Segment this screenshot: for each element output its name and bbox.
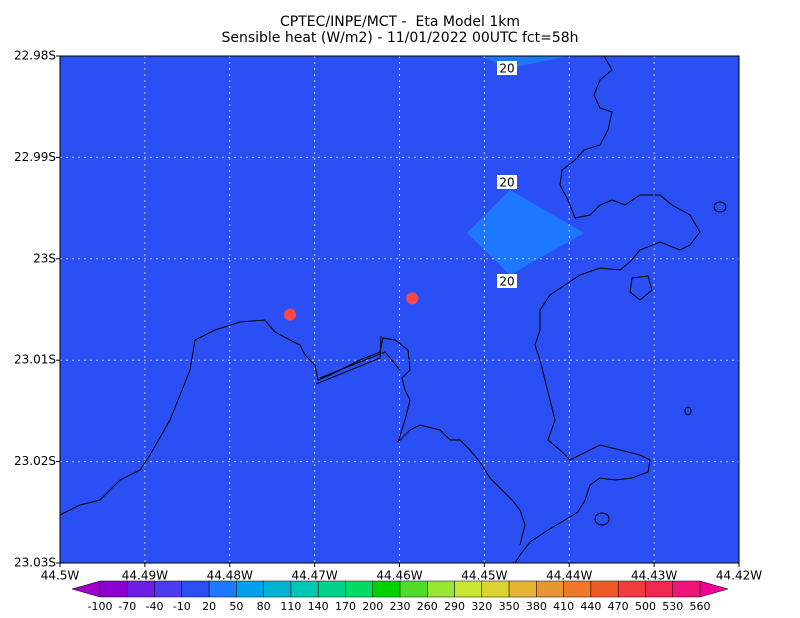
marker [284, 308, 297, 321]
island [684, 406, 692, 416]
contour-region [467, 190, 584, 275]
x-tick-label: 44.43W [631, 569, 677, 583]
x-tick-label: 44.45W [461, 569, 507, 583]
island [713, 201, 727, 213]
colorbar-box [399, 580, 428, 598]
colorbar-label: 200 [362, 600, 383, 613]
x-tick-label: 44.47W [292, 569, 338, 583]
colorbar-label: 470 [608, 600, 629, 613]
colorbar-label: 170 [335, 600, 356, 613]
colorbar-extend [71, 580, 101, 598]
colorbar-label: 50 [229, 600, 243, 613]
x-tick-label: 44.48W [207, 569, 253, 583]
y-tick-label: 23S [33, 251, 56, 265]
colorbar-box [263, 580, 292, 598]
contour-label-text: 20 [499, 62, 514, 76]
colorbar-label: -100 [88, 600, 113, 613]
colorbar-label: 530 [662, 600, 683, 613]
colorbar-label: 20 [202, 600, 216, 613]
colorbar-label: -10 [173, 600, 191, 613]
x-tick-label: 44.5W [41, 569, 80, 583]
colorbar-label: 290 [444, 600, 465, 613]
colorbar-box [99, 580, 128, 598]
colorbar-box [154, 580, 183, 598]
colorbar-box [454, 580, 483, 598]
contour-label-text: 20 [499, 275, 514, 289]
colorbar-label: 410 [553, 600, 574, 613]
contour-label: 20 [497, 61, 517, 76]
colorbar-box [372, 580, 401, 598]
chart-subtitle: Sensible heat (W/m2) - 11/01/2022 00UTC … [221, 30, 578, 46]
colorbar-box [536, 580, 564, 598]
colorbar-box [508, 580, 537, 598]
chart-title: CPTEC/INPE/MCT - Eta Model 1km [280, 14, 520, 30]
colorbar-label: 350 [499, 600, 520, 613]
colorbar-box [563, 580, 592, 598]
colorbar-box [290, 580, 319, 598]
colorbar-label: 110 [280, 600, 301, 613]
y-tick-label: 22.98S [14, 49, 56, 63]
colorbar-box [590, 580, 619, 598]
colorbar-label: 380 [526, 600, 547, 613]
colorbar-box [236, 580, 264, 598]
colorbar-box [645, 580, 673, 598]
contour-label-box [497, 175, 517, 189]
island [629, 275, 653, 301]
colorbar-box [127, 580, 155, 598]
y-tick-label: 23.01S [14, 353, 56, 367]
colorbar-extend [699, 580, 729, 598]
contour-label-text: 20 [499, 176, 514, 190]
colorbar-box [672, 580, 701, 598]
colorbar-label: -40 [146, 600, 164, 613]
coastline [59, 319, 526, 546]
colorbar-label: 260 [417, 600, 438, 613]
colorbar-label: 80 [257, 600, 271, 613]
colorbar-label: 230 [390, 600, 411, 613]
coastline [514, 55, 701, 564]
colorbar-label: 500 [635, 600, 656, 613]
colorbar-box [345, 580, 373, 598]
contour-label-box [497, 61, 517, 75]
x-tick-label: 44.49W [122, 569, 168, 583]
plot-area [60, 56, 739, 563]
contour-label: 20 [497, 175, 517, 190]
y-tick-label: 23.03S [14, 556, 56, 570]
x-tick-label: 44.42W [716, 569, 762, 583]
colorbar-box [317, 580, 346, 598]
colorbar-label: 560 [690, 600, 711, 613]
colorbar-box [181, 580, 210, 598]
colorbar-box [208, 580, 237, 598]
contour-label: 20 [497, 274, 517, 289]
colorbar: -100 -70 -40 -10 20 50 80 110 140 170 200 230 260 290… [71, 580, 729, 613]
colorbar-label: -70 [118, 600, 136, 613]
coastline [59, 55, 727, 564]
y-tick-label: 22.99S [14, 150, 56, 164]
colorbar-box [481, 580, 510, 598]
y-tick-label: 23.02S [14, 454, 56, 468]
x-tick-label: 44.44W [546, 569, 592, 583]
marker [406, 292, 419, 305]
colorbar-box [617, 580, 646, 598]
x-tick-label: 44.46W [376, 569, 422, 583]
colorbar-label: 140 [308, 600, 329, 613]
colorbar-label: 440 [580, 600, 601, 613]
colorbar-box [427, 580, 455, 598]
contour-label-box [497, 274, 517, 288]
colorbar-label: 320 [471, 600, 492, 613]
coastline [315, 335, 401, 385]
island [594, 512, 610, 526]
